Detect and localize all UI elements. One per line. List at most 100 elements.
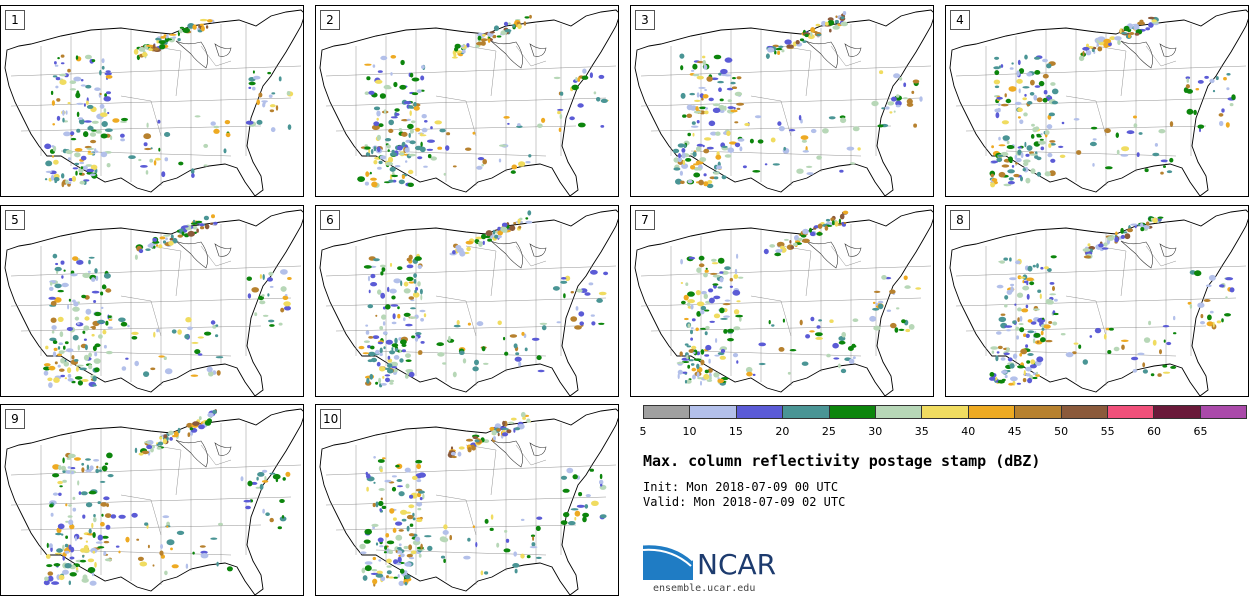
reflectivity-cell [90,129,97,132]
reflectivity-cell [187,230,195,237]
reflectivity-cell [393,355,400,360]
state-border [335,325,577,332]
reflectivity-cell [575,77,578,82]
reflectivity-cell [1042,97,1048,103]
reflectivity-cell [380,55,388,61]
reflectivity-cell [373,160,378,165]
reflectivity-cell [403,312,411,317]
reflectivity-cell [77,380,83,386]
map-panel-5: 5 [0,205,304,397]
reflectivity-cell [990,346,999,350]
state-border [640,265,932,277]
reflectivity-cell [378,500,384,507]
reflectivity-cell [800,118,803,124]
reflectivity-cell [877,300,884,304]
reflectivity-cell [1010,283,1015,287]
reflectivity-cell [701,290,707,295]
reflectivity-cell [399,568,405,574]
reflectivity-cell [840,368,847,374]
reflectivity-cell [506,429,512,434]
reflectivity-cell [695,106,699,112]
reflectivity-cell [511,164,518,170]
reflectivity-cell [1162,371,1171,374]
reflectivity-cell [278,322,283,326]
us-map [4,408,303,595]
reflectivity-cell [516,125,523,128]
reflectivity-cell [1206,321,1214,327]
reflectivity-cell [1009,257,1012,262]
reflectivity-cell [371,569,378,572]
reflectivity-cell [707,368,713,373]
state-border [435,494,477,536]
reflectivity-cell [370,148,374,155]
reflectivity-cell [191,173,195,179]
reflectivity-cell [521,331,525,336]
reflectivity-cell [82,514,86,519]
reflectivity-cell [499,144,507,147]
reflectivity-cell [701,97,704,101]
reflectivity-cell [1047,152,1053,158]
reflectivity-cell [1166,341,1172,346]
reflectivity-cell [103,108,107,113]
reflectivity-cell [1003,183,1012,187]
reflectivity-cell [81,467,85,473]
reflectivity-cell [62,479,67,483]
reflectivity-cell [717,257,725,264]
reflectivity-cell [45,345,49,350]
reflectivity-cell [1015,157,1022,163]
reflectivity-cell [996,331,1002,335]
reflectivity-cell [1048,321,1053,324]
reflectivity-cell [763,248,769,255]
reflectivity-cell [694,99,701,102]
reflectivity-cell [365,330,370,335]
reflectivity-cell [410,550,417,555]
reflectivity-cell [465,438,474,442]
reflectivity-cell [733,274,739,279]
reflectivity-cell [1209,310,1214,314]
reflectivity-cell [285,471,291,477]
reflectivity-cell [998,65,1001,69]
reflectivity-cell [886,309,892,312]
reflectivity-cell [134,254,138,260]
reflectivity-cell [420,132,423,137]
reflectivity-cell [369,171,372,175]
reflectivity-cell [709,320,715,323]
reflectivity-cell [997,379,1005,384]
reflectivity-cell [481,164,484,167]
reflectivity-cell [416,517,423,520]
reflectivity-cell [424,535,432,538]
reflectivity-cell [1212,321,1215,328]
reflectivity-cell [526,555,531,559]
reflectivity-cell [523,21,527,26]
reflectivity-cell [367,275,371,282]
reflectivity-cell [94,311,102,317]
reflectivity-cell [412,475,418,480]
reflectivity-cell [1065,352,1074,358]
state-border [650,125,892,132]
reflectivity-cell [781,49,785,53]
reflectivity-cell [68,544,72,550]
reflectivity-cell [57,346,61,350]
reflectivity-cell [1109,36,1116,41]
reflectivity-cell [391,475,397,478]
reflectivity-cell [84,54,92,60]
reflectivity-cell [85,502,93,508]
reflectivity-cell [79,367,87,371]
color-bar-segment [1061,406,1108,418]
reflectivity-cell [481,346,486,352]
state-border [955,297,1237,307]
us-map [634,209,933,396]
reflectivity-cell [51,581,60,585]
reflectivity-cell [724,299,731,302]
reflectivity-cell [1049,293,1057,296]
reflectivity-cell [93,517,97,523]
state-border [325,297,607,307]
reflectivity-cell [1158,129,1166,134]
reflectivity-cell [406,553,413,558]
reflectivity-cell [1017,116,1021,119]
reflectivity-cell [801,361,809,366]
reflectivity-cell [1219,284,1225,288]
reflectivity-cell [269,517,274,523]
reflectivity-cell [799,38,805,42]
reflectivity-cell [677,143,685,148]
